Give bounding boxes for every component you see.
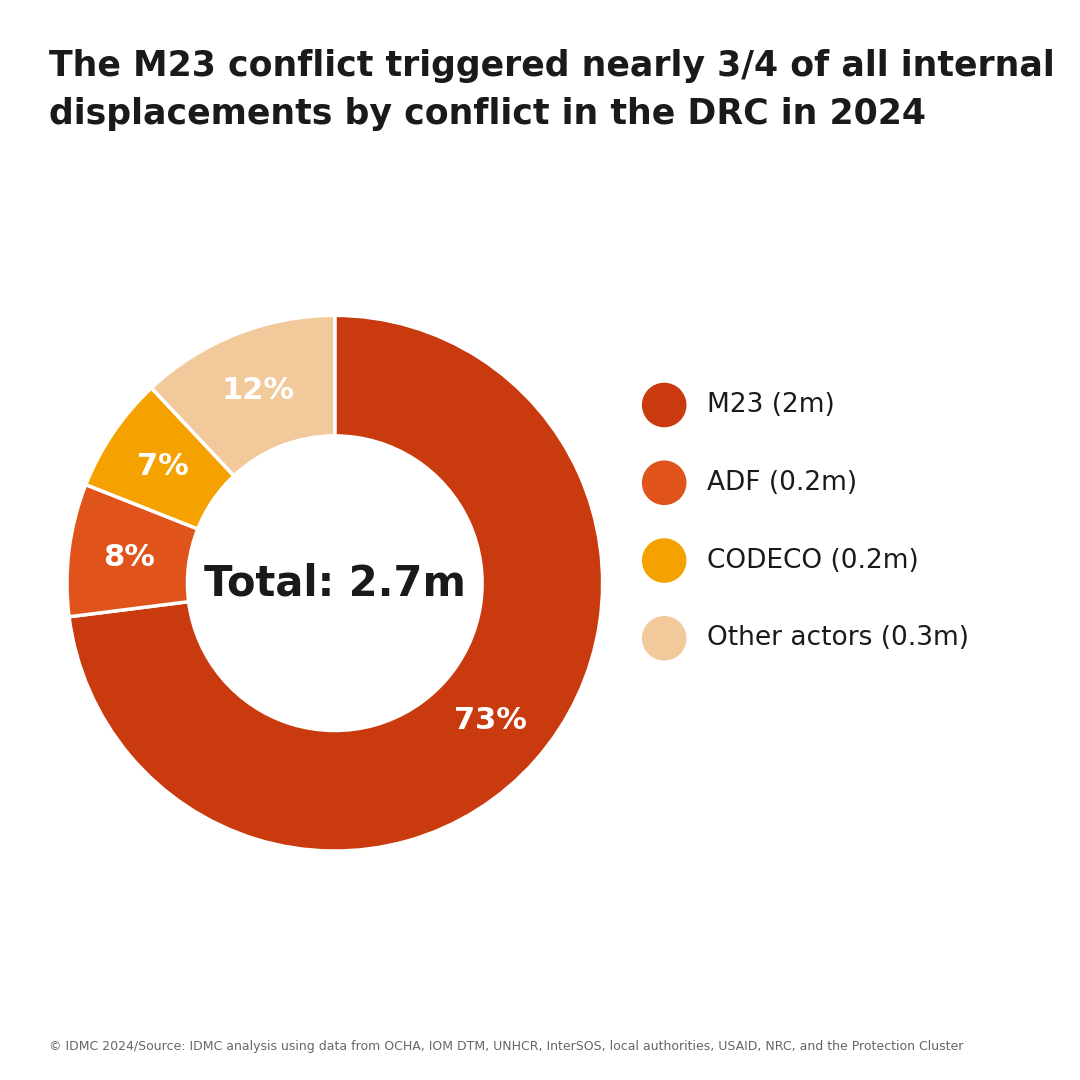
Text: CODECO (0.2m): CODECO (0.2m)	[707, 548, 919, 573]
Text: ADF (0.2m): ADF (0.2m)	[707, 470, 858, 496]
Wedge shape	[85, 388, 234, 529]
Text: The M23 conflict triggered nearly 3/4 of all internal: The M23 conflict triggered nearly 3/4 of…	[49, 49, 1054, 82]
Wedge shape	[67, 485, 198, 617]
Wedge shape	[69, 315, 603, 851]
Text: 8%: 8%	[103, 542, 154, 571]
Text: M23 (2m): M23 (2m)	[707, 392, 835, 418]
Text: 7%: 7%	[137, 453, 189, 481]
Text: Other actors (0.3m): Other actors (0.3m)	[707, 625, 970, 651]
Wedge shape	[151, 315, 335, 476]
Text: 73%: 73%	[454, 706, 527, 735]
Text: © IDMC 2024/Source: IDMC analysis using data from OCHA, IOM DTM, UNHCR, InterSOS: © IDMC 2024/Source: IDMC analysis using …	[49, 1040, 963, 1053]
Text: displacements by conflict in the DRC in 2024: displacements by conflict in the DRC in …	[49, 97, 926, 131]
Text: 12%: 12%	[221, 376, 295, 405]
Text: Total: 2.7m: Total: 2.7m	[204, 563, 465, 604]
